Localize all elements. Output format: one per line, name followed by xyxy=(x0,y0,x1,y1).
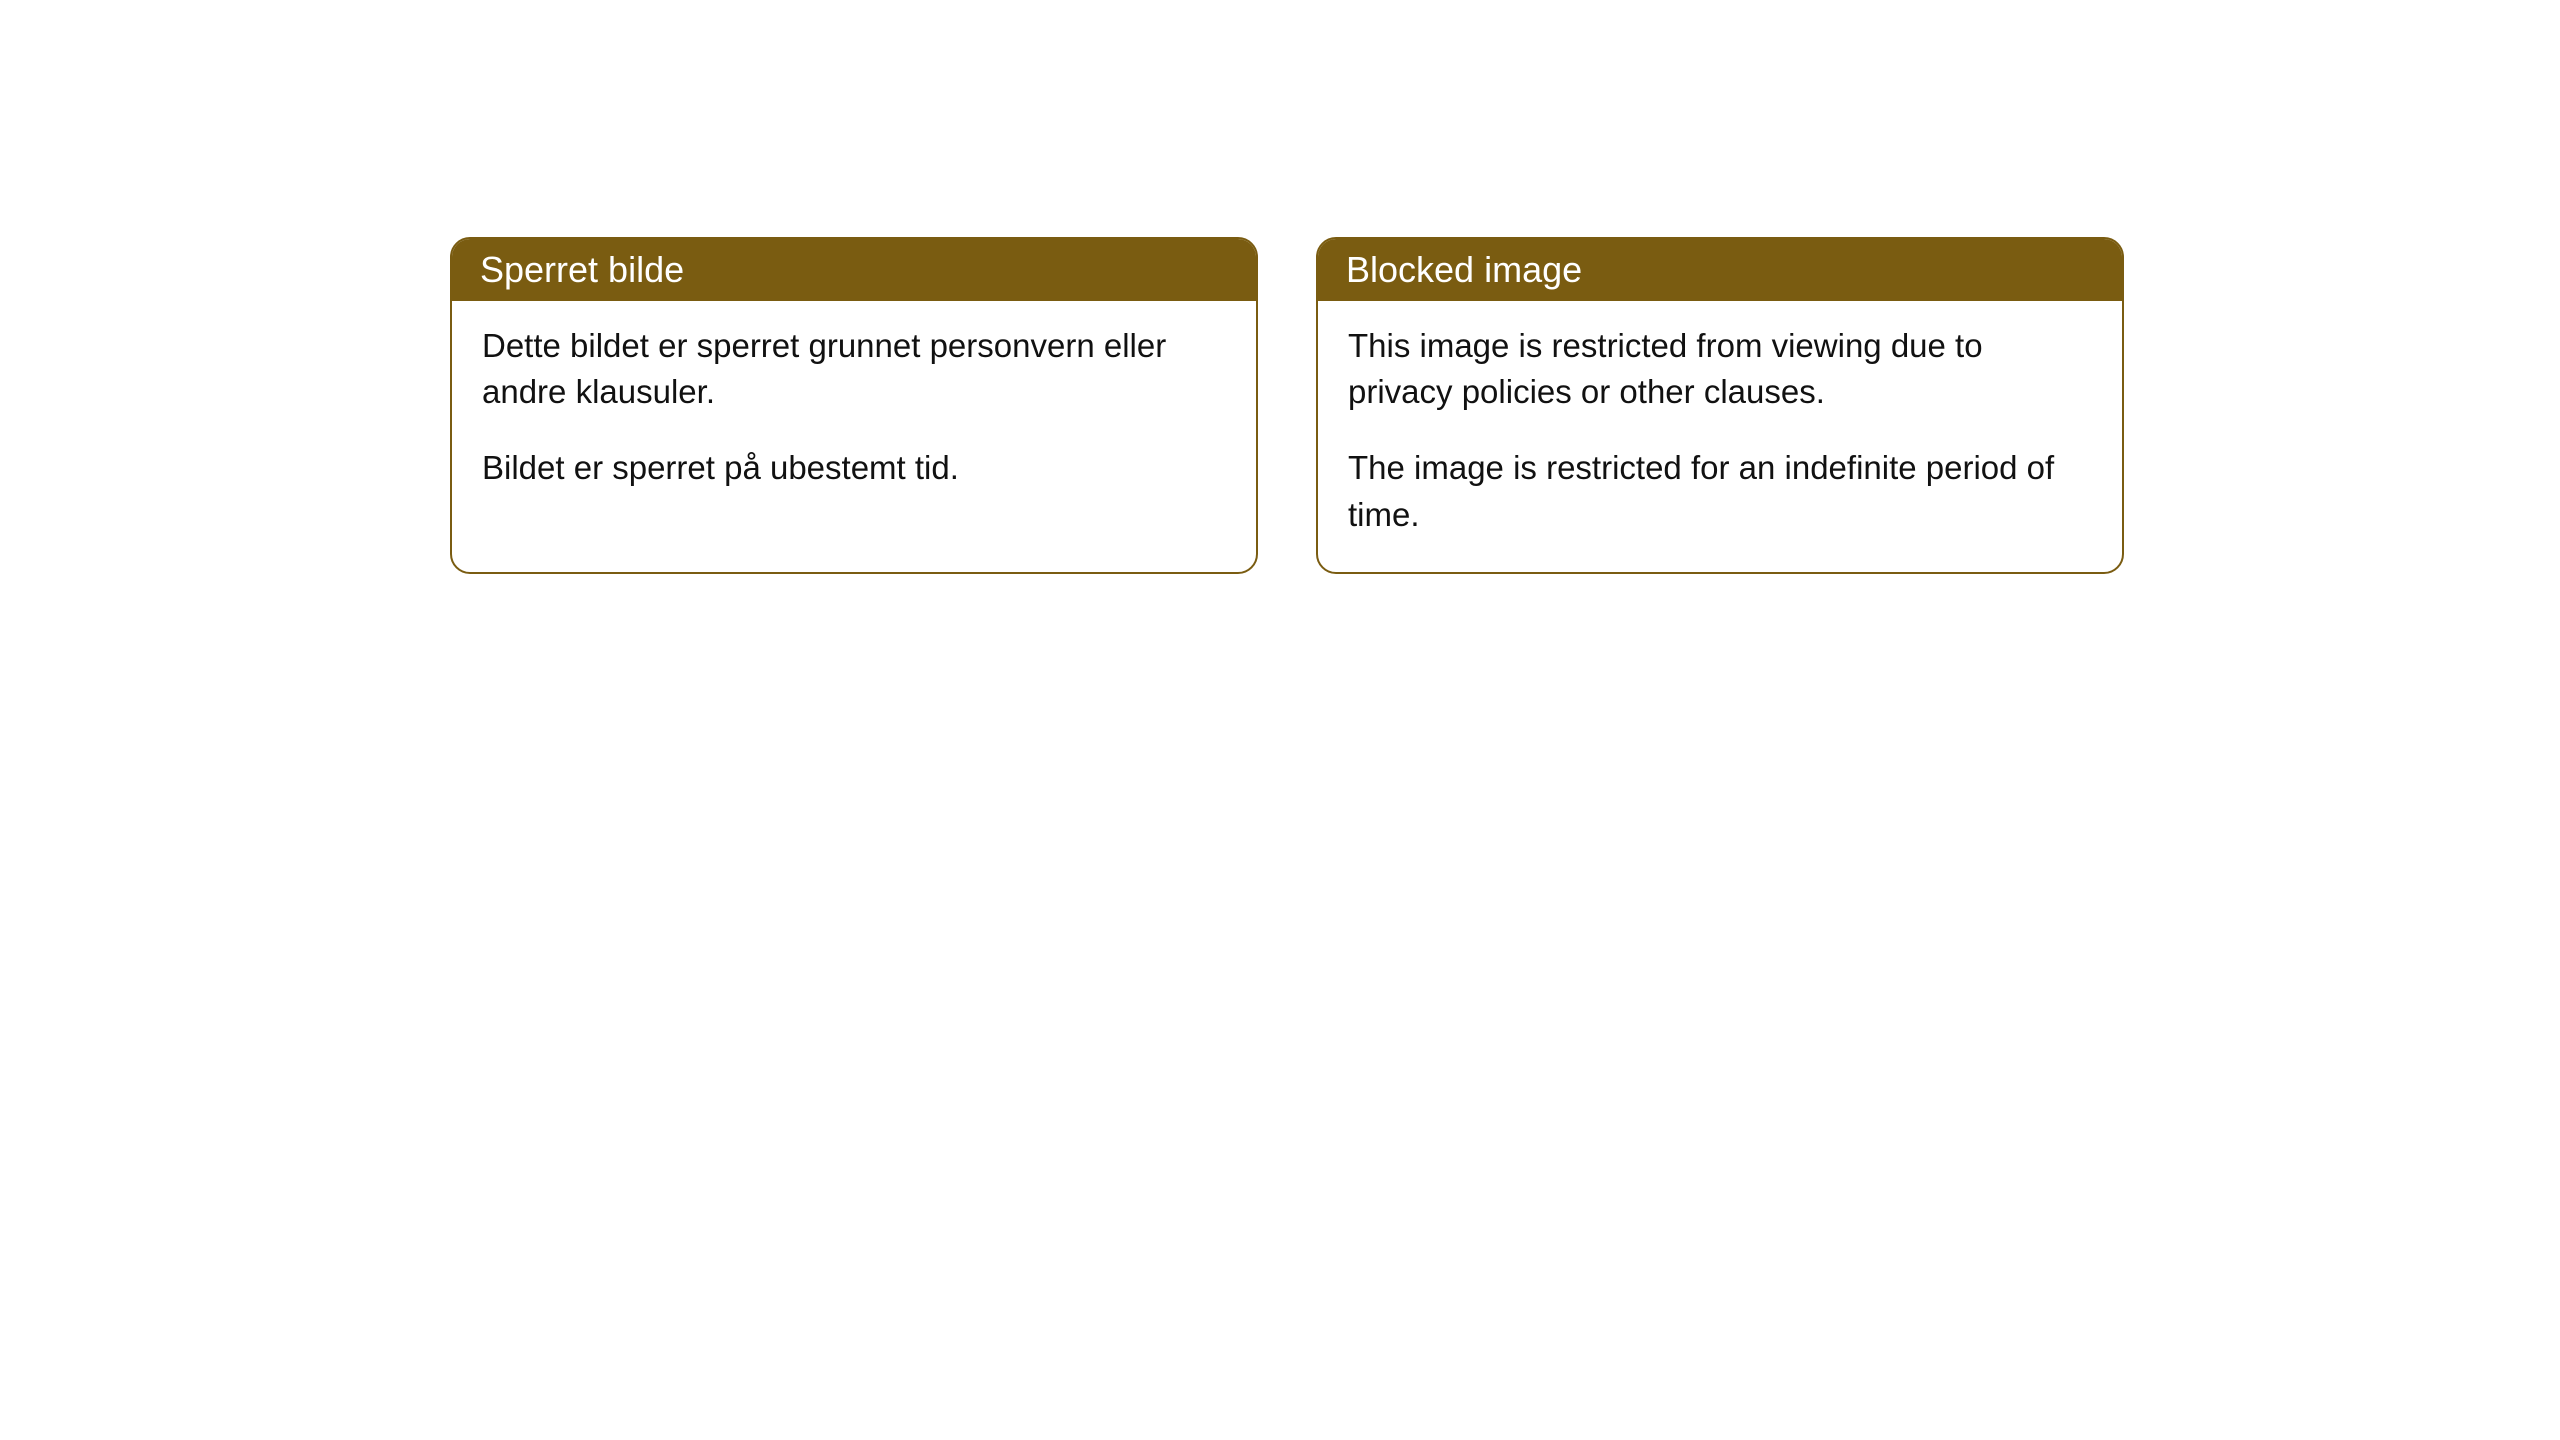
notice-body-english: This image is restricted from viewing du… xyxy=(1318,301,2122,572)
notice-text-line: Dette bildet er sperret grunnet personve… xyxy=(482,323,1226,415)
notice-card-norwegian: Sperret bilde Dette bildet er sperret gr… xyxy=(450,237,1258,574)
notice-cards-container: Sperret bilde Dette bildet er sperret gr… xyxy=(450,237,2124,574)
notice-text-line: The image is restricted for an indefinit… xyxy=(1348,445,2092,537)
notice-text-line: Bildet er sperret på ubestemt tid. xyxy=(482,445,1226,491)
notice-header-norwegian: Sperret bilde xyxy=(452,239,1256,301)
notice-header-english: Blocked image xyxy=(1318,239,2122,301)
notice-body-norwegian: Dette bildet er sperret grunnet personve… xyxy=(452,301,1256,526)
notice-text-line: This image is restricted from viewing du… xyxy=(1348,323,2092,415)
notice-card-english: Blocked image This image is restricted f… xyxy=(1316,237,2124,574)
